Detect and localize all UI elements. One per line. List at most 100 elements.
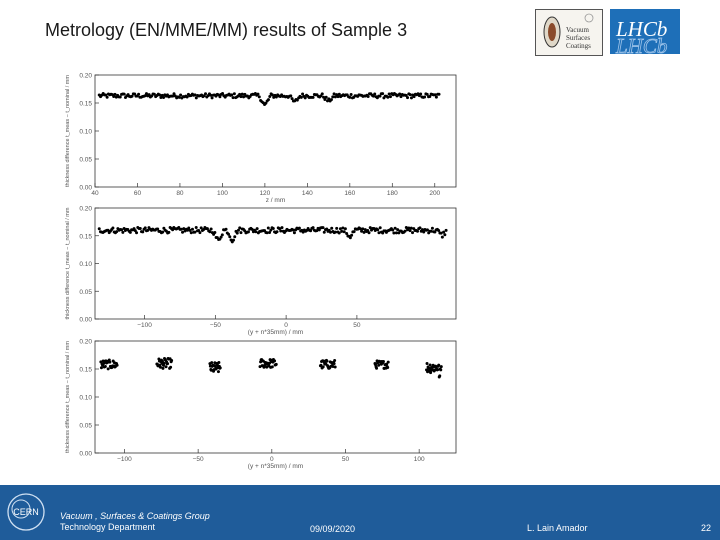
data-point (366, 229, 370, 233)
x-tick-label: −100 (117, 456, 132, 463)
data-point (231, 96, 235, 100)
data-point (330, 226, 334, 230)
x-axis-label: (y + n*35mm) / mm (248, 329, 303, 336)
data-point (239, 95, 243, 99)
footer-bar: CERN Vacuum , Surfaces & Coatings Group … (0, 485, 720, 540)
data-point (408, 229, 412, 233)
data-point (428, 95, 432, 99)
data-point (409, 226, 413, 230)
data-point (160, 359, 164, 363)
data-point (210, 96, 214, 100)
data-point (220, 233, 224, 237)
data-point (404, 226, 408, 230)
data-point (158, 93, 162, 97)
data-point (280, 226, 284, 230)
data-point (268, 231, 272, 235)
data-point (418, 226, 422, 230)
data-point (329, 98, 333, 102)
data-point (111, 226, 115, 230)
data-point (171, 228, 175, 232)
data-point (301, 92, 305, 96)
data-point (162, 96, 166, 100)
data-point (218, 366, 222, 370)
data-point (322, 95, 326, 99)
data-point (340, 229, 344, 233)
data-point (396, 228, 400, 232)
data-point (289, 94, 293, 98)
data-point (301, 230, 305, 234)
data-point (439, 365, 443, 369)
y-tick-label: 0.15 (79, 233, 92, 240)
y-tick-label: 0.05 (79, 423, 92, 430)
data-point (398, 92, 402, 96)
data-point (235, 231, 239, 235)
data-point (250, 227, 254, 231)
data-point (268, 95, 272, 99)
data-point (371, 94, 375, 98)
data-point (332, 92, 336, 96)
data-point (309, 229, 313, 233)
data-point (230, 93, 234, 97)
vsc-logo-graphic: Vacuum Surfaces Coatings (543, 13, 594, 50)
data-point (386, 95, 390, 99)
data-point (408, 93, 412, 97)
data-point (297, 226, 301, 230)
data-point (273, 359, 277, 363)
data-point (238, 92, 242, 96)
data-point (258, 365, 262, 369)
y-tick-label: 0.20 (79, 206, 92, 213)
x-axis-label: (y + n*35mm) / mm (248, 463, 303, 470)
data-point (266, 226, 270, 230)
data-point (333, 230, 337, 234)
data-point (266, 98, 270, 102)
y-tick-label: 0.10 (79, 261, 92, 268)
data-point (264, 101, 268, 105)
data-point (373, 92, 377, 96)
footer-page-number: 22 (701, 523, 712, 533)
data-point (143, 226, 147, 230)
data-point (419, 92, 423, 96)
data-point (323, 98, 327, 102)
data-point (146, 228, 150, 232)
cern-logo-text: CERN (13, 507, 39, 517)
footer-group: Vacuum , Surfaces & Coatings Group (60, 511, 210, 521)
data-point (430, 226, 434, 230)
data-point (292, 231, 296, 235)
data-point (233, 235, 237, 239)
data-point (332, 362, 336, 366)
data-point (144, 92, 148, 96)
data-point (393, 226, 397, 230)
data-point (290, 97, 294, 101)
data-point (122, 92, 126, 96)
data-point (106, 367, 110, 371)
data-point (135, 231, 139, 235)
data-point (328, 230, 332, 234)
data-point (394, 231, 398, 235)
data-point (147, 93, 151, 97)
data-point (425, 361, 429, 365)
data-point (158, 365, 162, 369)
slide-title: Metrology (EN/MME/MM) results of Sample … (45, 20, 408, 40)
data-point (437, 229, 441, 233)
data-point (337, 92, 341, 96)
data-point (368, 226, 372, 230)
x-tick-label: −50 (193, 456, 204, 463)
data-point (118, 95, 122, 99)
vsc-logo: Vacuum Surfaces Coatings (535, 9, 603, 56)
data-point (348, 236, 352, 240)
x-tick-label: 60 (134, 190, 142, 197)
x-tick-label: 180 (387, 190, 398, 197)
data-point (333, 359, 337, 363)
x-tick-label: 80 (176, 190, 184, 197)
data-point (209, 93, 213, 97)
data-point (193, 230, 197, 234)
data-point (444, 228, 448, 232)
data-point (422, 230, 426, 234)
data-point (437, 363, 441, 367)
data-point (439, 231, 443, 235)
data-point (120, 228, 124, 232)
data-point (209, 368, 213, 372)
vsc-line-1: Vacuum (566, 26, 589, 34)
data-point (366, 95, 370, 99)
data-point (325, 227, 329, 231)
